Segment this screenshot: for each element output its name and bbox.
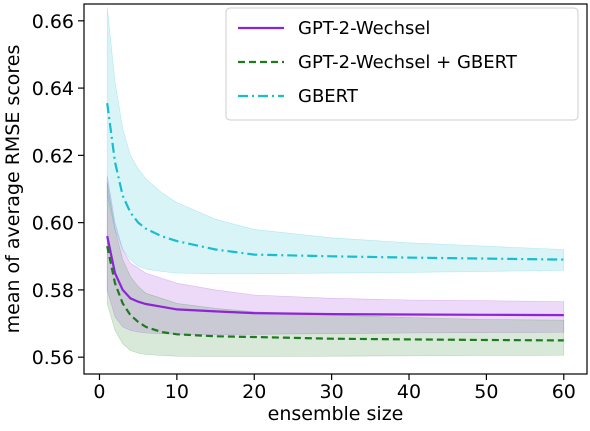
series-lines [106,103,564,342]
legend-label: GPT-2-Wechsel + GBERT [298,52,518,73]
legend-label: GPT-2-Wechsel [298,18,430,39]
x-tick-label: 60 [552,381,576,403]
legend-label: GBERT [298,86,359,107]
y-tick-label: 0.56 [32,347,74,369]
y-axis-label: mean of average RMSE scores [2,45,24,334]
y-tick-label: 0.66 [32,11,74,33]
x-tick-label: 50 [474,381,498,403]
band-gbert [106,7,565,275]
x-tick-label: 10 [165,381,189,403]
y-tick-label: 0.64 [32,78,74,100]
y-tick-label: 0.58 [32,280,74,302]
x-tick-label: 40 [397,381,421,403]
series-line-gpt-2-wechsel-gbert [106,245,564,342]
series-line-gbert [106,103,564,261]
x-axis-label: ensemble size [268,403,404,425]
band-gpt-2-wechsel [106,175,565,335]
y-axis-ticks: 0.56 0.58 0.60 0.62 0.64 0.66 [32,11,84,369]
series-line-gpt-2-wechsel [106,235,564,317]
y-tick-label: 0.60 [32,213,74,235]
legend: GPT-2-Wechsel GPT-2-Wechsel + GBERT GBERT [225,7,579,121]
confidence-bands [106,7,565,357]
y-tick-label: 0.62 [32,145,74,167]
legend-box [225,7,579,121]
x-tick-label: 20 [242,381,266,403]
x-tick-label: 30 [320,381,344,403]
x-axis-ticks: 0 10 20 30 40 50 60 [93,374,576,403]
band-gpt-2-wechsel-gbert [106,182,565,357]
x-tick-label: 0 [93,381,105,403]
plot-area-frame [83,3,588,375]
